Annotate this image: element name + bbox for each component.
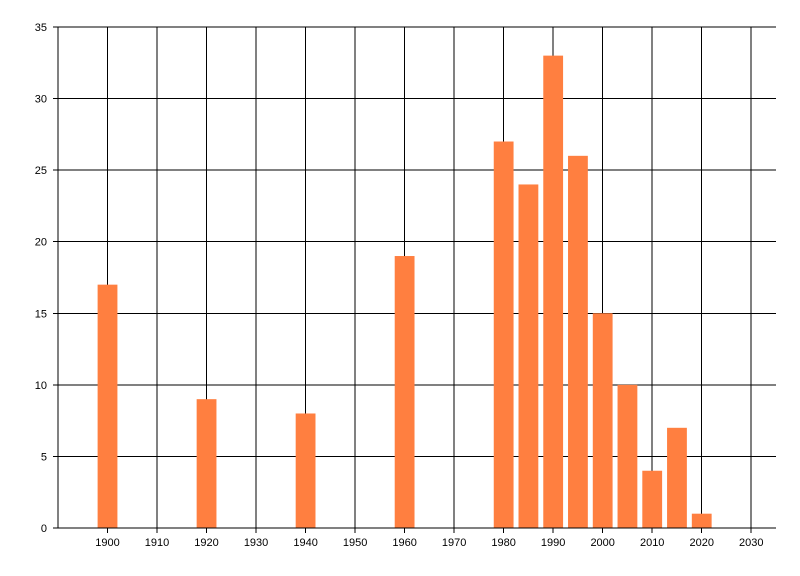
- y-tick-label: 15: [35, 308, 47, 320]
- x-tick-label: 1940: [293, 537, 317, 549]
- bar: [518, 184, 539, 528]
- y-tick-label: 30: [35, 94, 47, 106]
- x-tick-label: 1900: [95, 537, 119, 549]
- y-tick-label: 20: [35, 237, 47, 249]
- bar: [394, 256, 415, 528]
- x-tick-label: 1910: [145, 537, 169, 549]
- y-tick-label: 5: [41, 451, 47, 463]
- x-tick-label: 2030: [739, 537, 763, 549]
- x-tick-label: 1920: [194, 537, 218, 549]
- y-tick-label: 35: [35, 22, 47, 34]
- bar: [592, 313, 613, 528]
- x-tick-label: 1930: [244, 537, 268, 549]
- bar: [642, 470, 663, 528]
- x-tick-label: 1960: [392, 537, 416, 549]
- y-tick-labels: 0 5 10 15 20 25 30 35: [35, 22, 47, 535]
- y-tick-label: 10: [35, 380, 47, 392]
- bar: [617, 384, 638, 528]
- bar: [97, 284, 118, 528]
- x-tick-labels: 1900 1910 1920 1930 1940 1950 1960 1970 1980 1990…: [95, 537, 763, 549]
- y-tick-label: 0: [41, 523, 47, 535]
- bars: [97, 55, 712, 529]
- x-tick-label: 1990: [541, 537, 565, 549]
- y-tick-label: 25: [35, 165, 47, 177]
- x-tick-label: 1970: [442, 537, 466, 549]
- bar: [568, 155, 588, 529]
- bar: [691, 513, 712, 528]
- x-tick-label: 2020: [689, 537, 713, 549]
- x-tick-label: 1980: [491, 537, 515, 549]
- bar: [196, 399, 217, 528]
- bar: [543, 55, 564, 528]
- axes: [57, 27, 776, 529]
- bar: [667, 427, 687, 528]
- bar: [295, 413, 316, 528]
- bar: [493, 141, 514, 528]
- x-tick-label: 2010: [640, 537, 664, 549]
- x-tick-label: 1950: [343, 537, 367, 549]
- x-tick-label: 2000: [590, 537, 614, 549]
